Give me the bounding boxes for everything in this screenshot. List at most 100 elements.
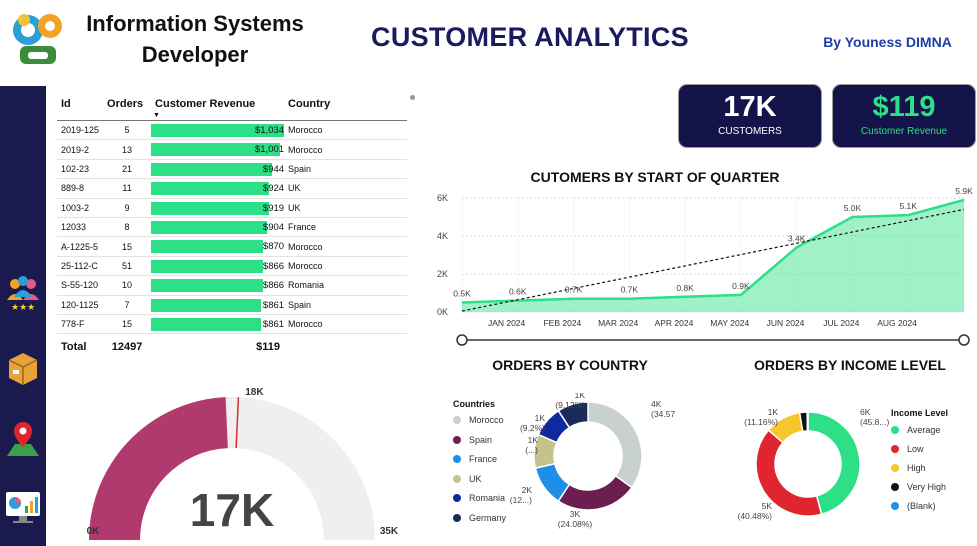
cell-orders: 15 [103,236,152,257]
customers-gauge: 17K 0K 35K 18K [87,387,399,540]
customers-icon[interactable]: ★★★ [3,272,43,312]
revenue-value: $861 [262,318,285,330]
country-legend-title: Countries [453,399,496,409]
cell-orders: 7 [103,295,152,315]
income-legend-title: Income Level [891,408,949,418]
cell-id: 2019-2 [57,139,104,160]
legend-label: UK [469,473,482,484]
cell-orders: 8 [103,217,152,238]
author-credit: By Youness DIMNA [823,34,952,50]
legend-item-morocco[interactable]: Morocco [453,415,504,425]
kpi-revenue-value: $119 [872,91,936,123]
legend-item-germany[interactable]: Germany [453,513,506,523]
legend-label: Low [907,444,924,454]
table-row[interactable]: 120-1125 7 $861 Spain [57,295,407,315]
table-row[interactable]: S-55-120 10 $866 Romania [57,275,407,296]
legend-item-uk[interactable]: UK [453,474,482,484]
legend-label: Very High [907,482,947,492]
customers-table: Id Orders Customer Revenue ▼ Country 2019… [57,95,407,355]
legend-item-france[interactable]: France [453,454,497,464]
donut-slice-low[interactable] [755,429,823,517]
map-pin-icon[interactable] [3,418,43,458]
legend-dot-icon [891,502,899,510]
customers-quarter-chart: 0K 2K 4K 6K 0.5K 0.6K 0.7K 0.7K 0.8K 0.9K 3.4K 5.0… [437,186,973,346]
legend-item-romania[interactable]: Romania [453,493,505,503]
x-tick-label: JUN 2024 [767,318,805,328]
series-line [461,198,965,304]
col-header-id[interactable]: Id [57,95,104,121]
x-tick-label: JAN 2024 [488,318,526,328]
legend-item-blank[interactable]: (Blank) [891,501,936,511]
cell-id: 2019-125 [57,120,104,141]
cell-id: 1003-2 [57,198,104,218]
legend-item-spain[interactable]: Spain [453,435,492,445]
legend-item-veryhigh[interactable]: Very High [891,482,946,492]
slice-label-percent: (45.8...) [860,417,889,427]
cell-country: Morocco [284,314,407,335]
table-row[interactable]: 889-8 11 $924 UK [57,178,407,199]
line-chart-title: CUTOMERS BY START OF QUARTER [530,169,780,185]
cell-orders: 9 [103,198,152,218]
report-dashboard-icon[interactable] [3,486,43,526]
table-total-row: Total 12497 $119 [57,334,407,361]
legend-dot-icon [453,435,461,444]
orders-box-icon[interactable] [3,348,43,388]
cell-revenue: $1,001 [151,139,285,160]
cell-revenue: $861 [151,295,285,315]
kpi-customers-value: 17K [723,91,777,123]
legend-dot-icon [453,494,461,502]
legend-item-high[interactable]: High [891,463,926,473]
cell-id: S-55-120 [57,275,104,296]
col-header-country[interactable]: Country [284,95,407,121]
donut-slice-spain[interactable] [557,474,633,511]
brand-title: Information Systems Developer [66,8,324,70]
col-header-revenue[interactable]: Customer Revenue ▼ [151,95,285,121]
donut-slice-germany[interactable] [557,401,589,429]
cell-revenue: $870 [151,236,285,257]
revenue-bar [151,220,267,234]
legend-item-average[interactable]: Average [891,425,940,435]
donut-slice-blank[interactable] [806,411,809,432]
donut-slice-morocco[interactable] [587,401,643,489]
cell-id: 889-8 [57,178,104,199]
slice-label-value: 2K [522,485,533,495]
slider-start-handle[interactable] [456,334,468,346]
orders-by-country-donut: 4K(34.57%)3K(24.08%)2K(12...)1K(...)1K(9… [510,393,675,529]
data-label: 0.6K [509,287,527,297]
table-row[interactable]: 2019-2 13 $1,001 Morocco [57,139,407,160]
table-row[interactable]: 102-23 21 $944 Spain [57,159,407,180]
slice-label-value: 6K [860,407,871,417]
legend-dot-icon [891,483,899,491]
logo-gears-icon [13,14,62,64]
slice-label-percent: (24.08%) [558,519,593,529]
brand-line-1: Information Systems [86,11,304,36]
gauge-max-label: 35K [380,526,399,537]
data-label: 0.8K [676,283,694,293]
table-header-row: Id Orders Customer Revenue ▼ Country [57,95,407,121]
legend-dot-icon [891,426,899,434]
data-label: 0.7K [621,285,639,295]
col-header-orders[interactable]: Orders [103,95,152,121]
table-row[interactable]: 1003-2 9 $919 UK [57,198,407,218]
kpi-revenue-card: $119 Customer Revenue [832,84,976,148]
table-row[interactable]: 12033 8 $904 France [57,217,407,238]
table-row[interactable]: 2019-125 5 $1,034 Morocco [57,120,407,141]
table-row[interactable]: 25-112-C 51 $866 Morocco [57,256,407,277]
donut-slice-average[interactable] [807,411,861,516]
svg-text:★★★: ★★★ [11,302,35,312]
table-scroll-handle[interactable] [410,95,415,100]
revenue-bar [151,182,270,196]
slider-end-handle[interactable] [958,334,970,346]
revenue-value: $919 [262,202,285,214]
cell-orders: 21 [103,159,152,180]
sidebar: ★★★ [0,86,46,546]
cell-country: France [284,217,407,238]
table-row[interactable]: 778-F 15 $861 Morocco [57,314,407,335]
legend-dot-icon [891,464,899,472]
gauge-fill [89,397,228,540]
revenue-value: $924 [262,183,285,195]
legend-item-low[interactable]: Low [891,444,924,454]
legend-label: (Blank) [907,501,936,511]
table-row[interactable]: A-1225-5 15 $870 Morocco [57,236,407,257]
legend-label: Average [907,425,941,435]
